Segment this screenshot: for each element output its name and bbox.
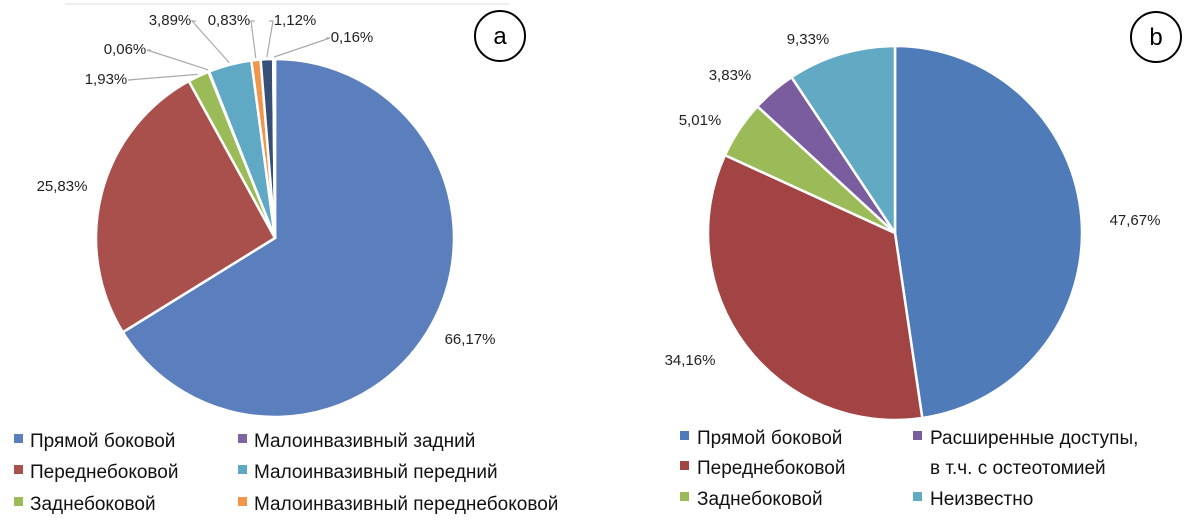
leader-line <box>266 20 274 58</box>
legend-item: Малоинвазивный передний <box>254 462 498 483</box>
legend-item-continued: в т.ч. с остеотомией <box>930 458 1106 479</box>
legend-item: Переднебоковой <box>30 462 178 483</box>
legend-swatch <box>238 465 247 474</box>
leader-line <box>273 37 331 58</box>
leader-line <box>146 49 209 71</box>
legend-swatch <box>14 497 23 506</box>
legend-swatch <box>680 492 689 501</box>
data-label: 3,89% <box>149 12 192 29</box>
data-label: 1,12% <box>274 12 317 29</box>
legend-item: Заднебоковой <box>30 494 156 515</box>
legend-swatch <box>238 434 247 443</box>
legend-swatch <box>680 461 689 470</box>
legend-b: Прямой боковой Переднебоковой Заднебоков… <box>680 428 1138 510</box>
panel-badge-b: b <box>1130 11 1182 63</box>
data-label: 3,83% <box>709 67 752 84</box>
legend-item: Неизвестно <box>930 489 1033 510</box>
data-label: 9,33% <box>787 31 830 48</box>
legend-item: Малоинвазивный задний <box>254 431 475 452</box>
legend-swatch <box>680 431 689 440</box>
legend-item: Заднебоковой <box>697 489 823 510</box>
legend-swatch <box>913 492 922 501</box>
pie-slice <box>893 44 1084 420</box>
legend-item: Расширенные доступы, <box>930 428 1138 449</box>
panel-label-b: b <box>1149 24 1162 51</box>
legend-a: Прямой боковой Переднебоковой Заднебоков… <box>14 431 558 515</box>
legend-swatch <box>14 465 23 474</box>
panel-label-a: a <box>493 23 507 50</box>
leader-line <box>190 20 230 64</box>
data-label: 34,16% <box>665 352 716 369</box>
pie-chart-b: 47,67% 34,16% 5,01% 3,83% 9,33% <box>665 31 1161 422</box>
data-label: 1,93% <box>85 71 128 88</box>
pie-slice <box>271 57 277 239</box>
panel-badge-a: a <box>474 10 526 62</box>
legend-swatch <box>14 434 23 443</box>
data-label: 25,83% <box>37 178 88 195</box>
data-label: 0,16% <box>331 29 374 46</box>
legend-swatch <box>238 497 247 506</box>
data-label: 66,17% <box>445 331 496 348</box>
pie-slice <box>789 44 897 238</box>
leader-line <box>250 20 257 59</box>
legend-item: Малоинвазивный переднебоковой <box>254 494 558 515</box>
data-label: 0,06% <box>104 41 147 58</box>
pie-slice <box>121 57 456 419</box>
data-label: 0,83% <box>208 12 251 29</box>
pie-slice <box>94 79 277 334</box>
legend-item: Прямой боковой <box>697 428 842 449</box>
legend-item: Переднебоковой <box>697 458 845 479</box>
pie-chart-a: 66,17% 25,83% 1,93% 0,06%3,89% 0,83% 1,12% 0,1… <box>37 12 496 419</box>
legend-swatch <box>913 431 922 440</box>
legend-item: Прямой боковой <box>30 431 175 452</box>
leader-line <box>127 73 198 81</box>
data-label: 47,67% <box>1110 212 1161 229</box>
data-label: 5,01% <box>679 112 722 129</box>
